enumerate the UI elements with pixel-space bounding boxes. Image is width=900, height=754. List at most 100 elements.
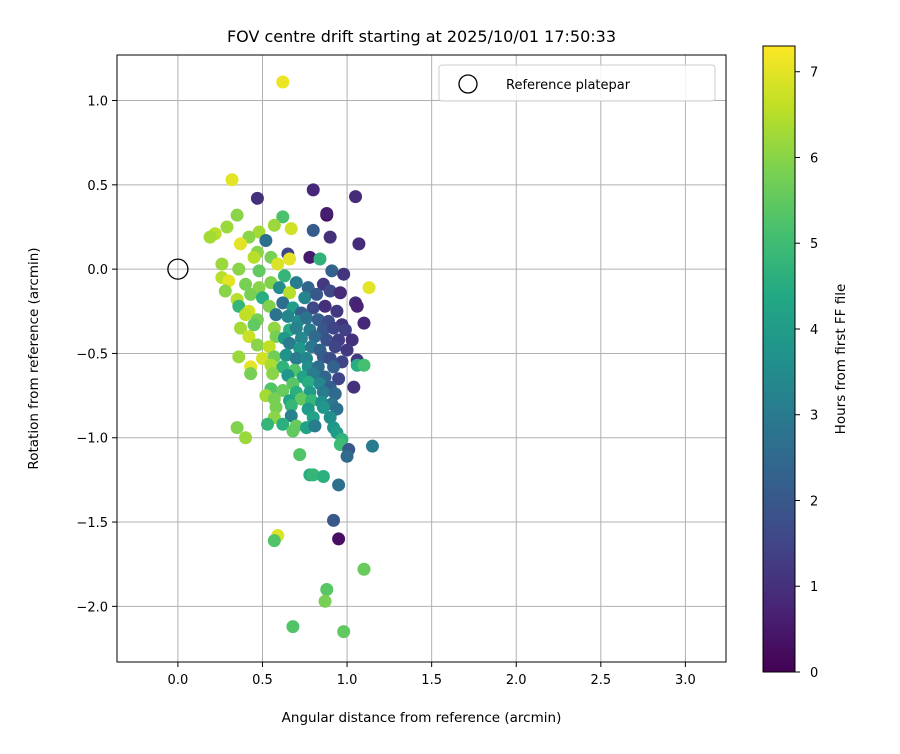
colorbar-tick-label: 6: [810, 151, 818, 166]
colorbar-ticks: 0 1 2 3 4 5 6 7: [795, 66, 818, 681]
colorbar-tick-label: 7: [810, 66, 818, 81]
data-point: [352, 237, 366, 251]
plot-area: [117, 55, 726, 662]
data-point: [294, 331, 308, 345]
data-point: [316, 385, 330, 399]
data-point: [333, 286, 347, 300]
data-point: [230, 208, 244, 222]
data-point: [289, 276, 303, 290]
y-tick-label: 0.0: [87, 263, 108, 278]
y-axis-label: Rotation from reference (arcmin): [26, 247, 42, 469]
data-point: [276, 75, 290, 89]
data-point: [318, 299, 332, 313]
data-point: [232, 350, 246, 364]
colorbar-tick-label: 5: [810, 237, 818, 252]
data-point: [316, 470, 330, 484]
data-point: [247, 250, 261, 264]
colorbar-tick-label: 3: [810, 409, 818, 424]
data-point: [338, 323, 352, 337]
data-point: [283, 286, 297, 300]
x-axis-label: Angular distance from reference (arcmin): [282, 710, 562, 726]
x-tick-label: 0.5: [252, 673, 273, 688]
y-tick-label: −1.5: [76, 516, 108, 531]
data-point: [311, 313, 325, 327]
data-point: [289, 321, 303, 335]
legend-box: [438, 64, 716, 102]
data-point: [272, 281, 286, 295]
data-point: [340, 449, 354, 463]
data-point: [266, 367, 280, 381]
colorbar-tick-label: 0: [810, 666, 818, 681]
data-point: [276, 384, 290, 398]
x-tick-label: 1.0: [337, 673, 358, 688]
data-point: [267, 534, 281, 548]
data-point: [284, 399, 298, 413]
data-point: [250, 191, 264, 205]
data-point: [283, 252, 297, 266]
data-point: [332, 532, 346, 546]
data-point: [320, 582, 334, 596]
y-tick-label: 1.0: [87, 95, 108, 110]
grid: [117, 55, 726, 662]
data-point: [244, 367, 258, 381]
colorbar-tick-label: 1: [810, 580, 818, 595]
data-point: [233, 321, 247, 335]
colorbar-label: Hours from first FF file: [833, 284, 849, 435]
legend-entry-reference: Reference platepar: [506, 78, 631, 93]
data-point: [276, 210, 290, 224]
data-point: [303, 250, 317, 264]
data-point: [283, 336, 297, 350]
data-point: [279, 348, 293, 362]
data-point: [239, 308, 253, 322]
data-point: [350, 299, 364, 313]
data-point: [349, 190, 363, 204]
data-point: [340, 343, 354, 357]
colorbar: 0 1 2 3 4 5 6 7 Hours from first FF file: [762, 45, 849, 681]
data-point: [347, 380, 361, 394]
data-point: [325, 264, 339, 278]
data-point: [281, 309, 295, 323]
data-point: [286, 620, 300, 634]
data-point: [316, 400, 330, 414]
data-point: [310, 287, 324, 301]
data-point: [308, 330, 322, 344]
data-point: [330, 304, 344, 318]
x-tick-label: 2.5: [590, 673, 611, 688]
colorbar-gradient: [762, 45, 796, 673]
data-point: [259, 233, 273, 247]
data-points: [203, 75, 379, 639]
colorbar-tick-label: 2: [810, 494, 818, 509]
data-point: [327, 321, 341, 335]
legend: Reference platepar: [438, 64, 716, 102]
data-point: [299, 311, 313, 325]
data-point: [323, 284, 337, 298]
data-point: [357, 562, 371, 576]
data-point: [233, 237, 247, 251]
data-point: [232, 262, 246, 276]
data-point: [294, 392, 308, 406]
data-point: [215, 257, 229, 271]
data-point: [271, 257, 285, 271]
x-tick-label: 3.0: [675, 673, 696, 688]
data-point: [247, 318, 261, 332]
y-tick-label: −1.0: [76, 432, 108, 447]
data-point: [323, 230, 337, 244]
data-point: [328, 340, 342, 354]
data-point: [276, 417, 290, 431]
data-point: [327, 360, 341, 374]
data-point: [306, 183, 320, 197]
x-tick-label: 0.0: [168, 673, 189, 688]
data-point: [337, 267, 351, 281]
data-point: [284, 222, 298, 236]
data-point: [239, 277, 253, 291]
data-point: [242, 330, 256, 344]
data-point: [357, 358, 371, 372]
data-point: [286, 424, 300, 438]
chart-title: FOV centre drift starting at 2025/10/01 …: [227, 27, 616, 46]
data-point: [277, 269, 291, 283]
data-point: [262, 340, 276, 354]
data-point: [308, 419, 322, 433]
plot-frame: [116, 54, 727, 663]
data-point: [345, 333, 359, 347]
